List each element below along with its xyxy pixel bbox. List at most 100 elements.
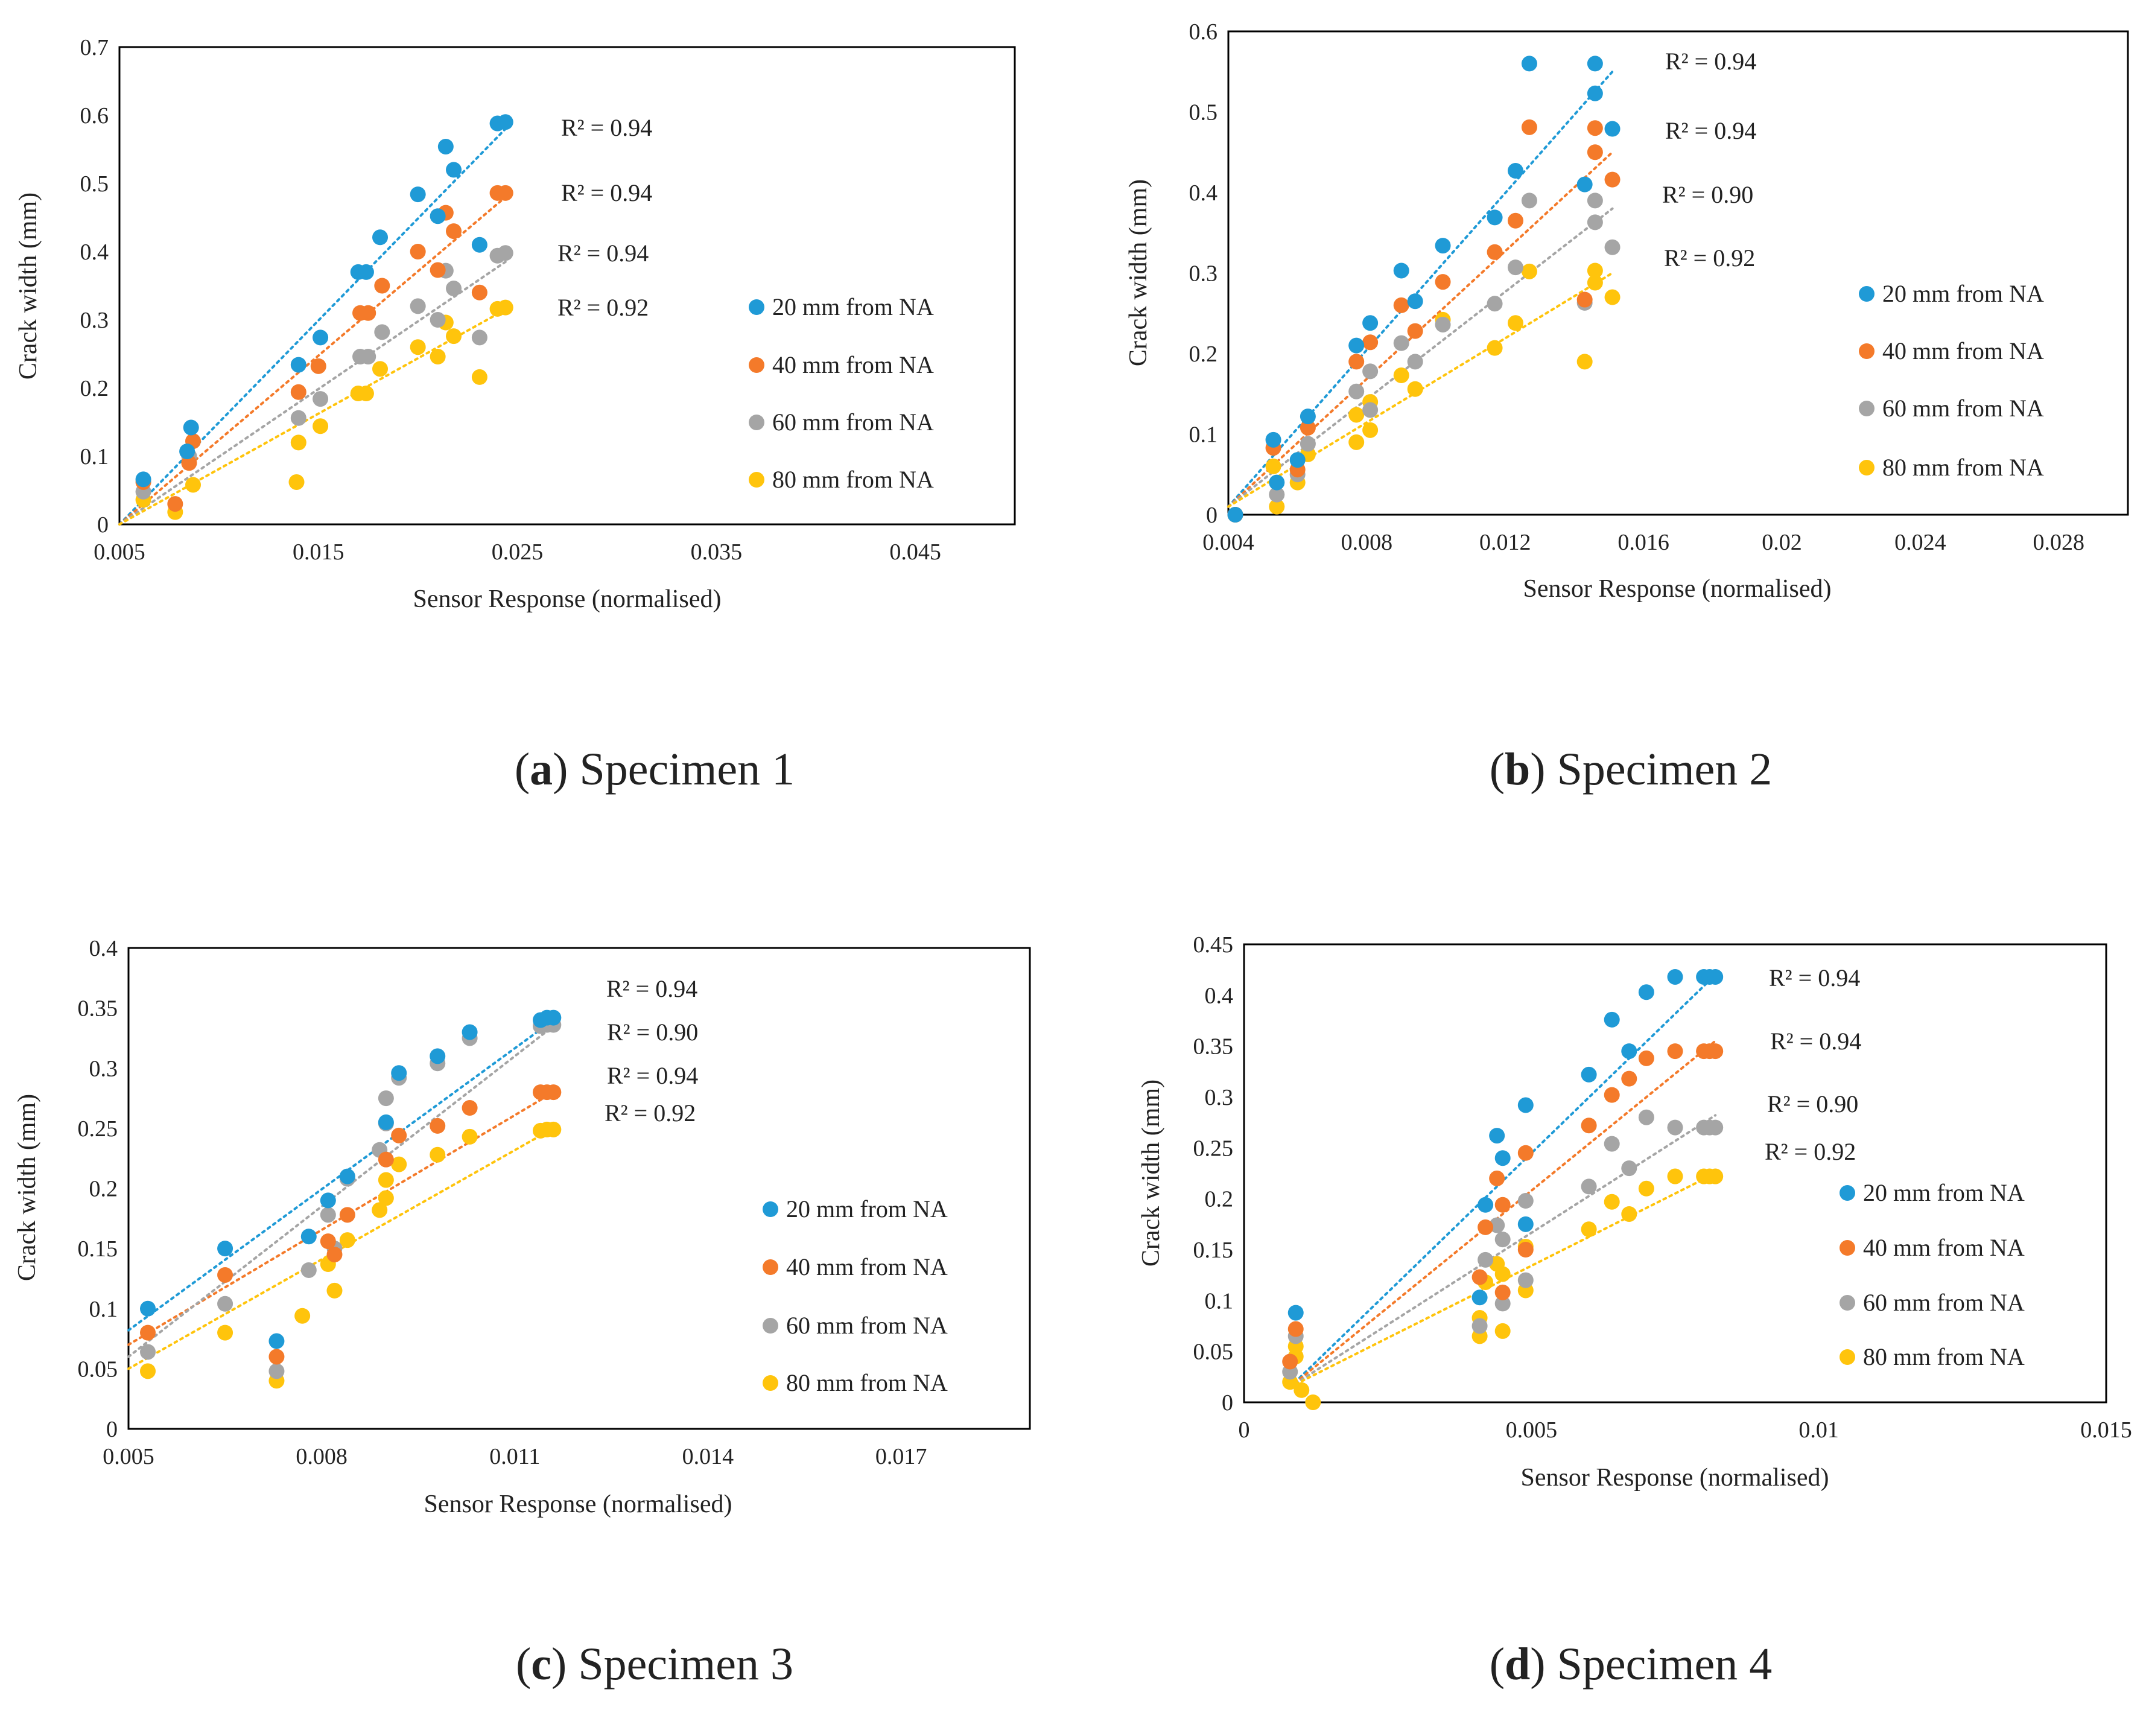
- data-point: [1393, 297, 1409, 313]
- data-point: [300, 1229, 317, 1245]
- data-point: [1348, 434, 1365, 450]
- data-point: [1581, 1066, 1597, 1083]
- data-point: [1581, 1178, 1597, 1195]
- legend-label: 40 mm from NA: [772, 351, 934, 378]
- data-point: [1362, 363, 1379, 380]
- data-point: [217, 1296, 233, 1312]
- legend-item: 20 mm from NA: [763, 1195, 948, 1223]
- plot-frame: [1227, 30, 2129, 516]
- y-tick-label: 0.45: [1193, 932, 1234, 958]
- data-point: [471, 237, 487, 253]
- y-tick-label: 0.2: [1205, 1187, 1234, 1212]
- data-point: [1487, 296, 1503, 312]
- legend-label: 20 mm from NA: [786, 1195, 948, 1223]
- data-point: [497, 114, 513, 130]
- data-point: [1435, 316, 1451, 332]
- y-tick-label: 0.6: [1189, 19, 1218, 45]
- trendline-1: [1227, 70, 1614, 508]
- data-point: [1494, 1323, 1511, 1339]
- data-point: [1707, 1043, 1724, 1060]
- data-point: [410, 339, 426, 355]
- chart-b: 0 0.1 0.2 0.3 0.4 0.5 0.6 0.004 0.008 0.012 0.016 0…: [1125, 19, 2129, 795]
- caption-text: Specimen 3: [567, 1639, 793, 1690]
- data-point: [391, 1156, 407, 1172]
- data-point: [320, 1233, 336, 1250]
- data-point: [430, 1118, 446, 1134]
- data-point: [430, 208, 446, 224]
- data-point: [1604, 1087, 1620, 1103]
- data-point: [1521, 263, 1537, 279]
- data-point: [140, 1324, 156, 1341]
- legend-marker: [749, 299, 764, 315]
- data-point: [430, 349, 446, 365]
- data-point: [1667, 968, 1683, 985]
- data-point: [310, 358, 326, 374]
- data-point: [1348, 337, 1365, 354]
- caption-letter: d: [1505, 1639, 1530, 1690]
- data-point: [339, 1207, 355, 1223]
- data-point: [1604, 1194, 1620, 1210]
- data-point: [545, 1121, 562, 1137]
- trendline-4: [127, 1127, 555, 1370]
- x-tick-label: 0.008: [1341, 530, 1393, 555]
- data-point: [497, 185, 513, 201]
- x-tick-label: 0.015: [2080, 1417, 2132, 1443]
- legend-marker: [749, 472, 764, 488]
- y-tick-label: 0: [97, 512, 109, 538]
- x-tick-label: 0.017: [875, 1444, 927, 1469]
- caption-text: Specimen 1: [568, 744, 795, 795]
- data-point: [1521, 56, 1537, 72]
- data-point: [1517, 1193, 1534, 1209]
- data-point: [1300, 419, 1316, 436]
- x-tick-label: 0.035: [691, 539, 743, 565]
- caption-paren-close: ): [551, 1639, 567, 1690]
- data-point: [300, 1262, 317, 1278]
- data-point: [378, 1190, 394, 1206]
- legend-label: 20 mm from NA: [1863, 1179, 2025, 1206]
- data-point: [1521, 192, 1537, 209]
- data-point: [410, 244, 426, 259]
- data-point: [1587, 56, 1603, 72]
- data-point: [497, 299, 513, 316]
- data-point: [378, 1151, 394, 1168]
- y-tick-label: 0: [106, 1417, 118, 1442]
- y-tick-label: 0.3: [1205, 1085, 1234, 1110]
- data-point: [374, 324, 390, 340]
- data-point: [288, 474, 305, 490]
- trendline-3: [127, 1025, 555, 1358]
- legend-marker: [749, 357, 764, 373]
- data-point: [1362, 422, 1379, 438]
- data-point: [1587, 144, 1603, 161]
- y-axis-label: Crack width (mm): [1125, 179, 1152, 366]
- trendline-3: [118, 260, 507, 526]
- y-axis-label: Crack width (mm): [1137, 1079, 1165, 1267]
- data-point: [471, 369, 487, 385]
- x-tick-label: 0: [1239, 1417, 1250, 1443]
- data-point: [1287, 1305, 1304, 1321]
- data-point: [1494, 1232, 1511, 1248]
- y-tick-label: 0.1: [1189, 422, 1218, 448]
- legend-item: 40 mm from NA: [1840, 1234, 2025, 1261]
- data-point: [268, 1363, 285, 1379]
- data-point: [1587, 275, 1603, 291]
- legend-label: 60 mm from NA: [1863, 1289, 2025, 1316]
- data-point: [1494, 1284, 1511, 1300]
- data-point: [1638, 984, 1654, 1000]
- trendline-2: [118, 196, 507, 526]
- legend-marker: [749, 415, 764, 430]
- data-point: [372, 361, 389, 377]
- data-point: [430, 1146, 446, 1163]
- x-tick-label: 0.005: [103, 1444, 154, 1469]
- legend-item: 80 mm from NA: [763, 1369, 948, 1396]
- data-point: [1471, 1269, 1488, 1285]
- caption-paren-open: (: [516, 1639, 531, 1690]
- data-point: [1289, 452, 1306, 468]
- y-tick-label: 0.15: [78, 1236, 118, 1262]
- legend-marker: [1840, 1295, 1855, 1311]
- legend-marker: [1859, 401, 1875, 416]
- data-point: [1587, 192, 1603, 209]
- x-tick-label: 0.012: [1479, 530, 1531, 555]
- data-point: [446, 328, 462, 345]
- data-point: [497, 245, 513, 261]
